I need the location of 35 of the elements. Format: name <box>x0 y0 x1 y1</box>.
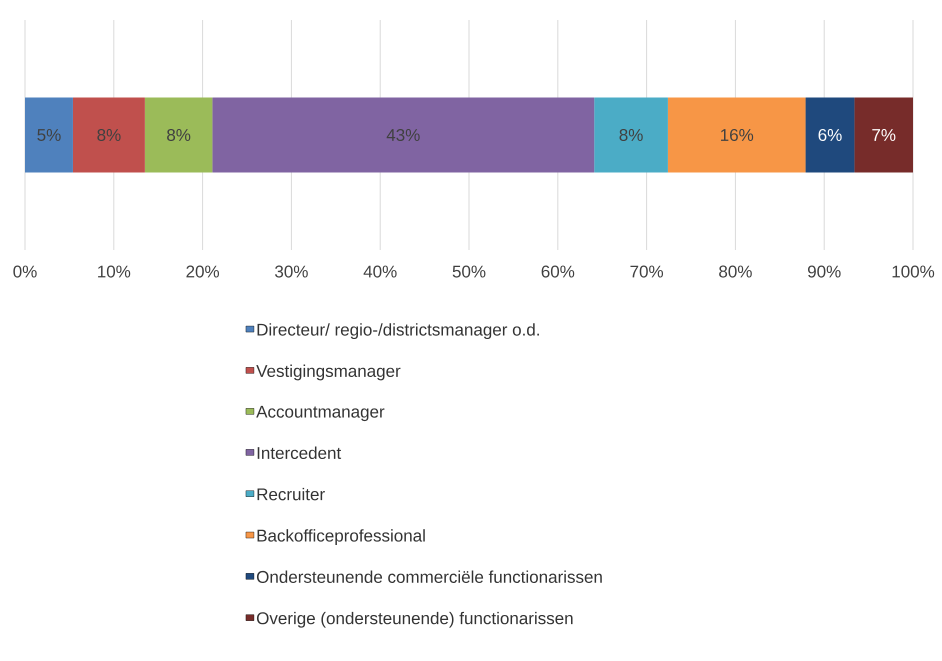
legend-label: Directeur/ regio-/districtsmanager o.d. <box>258 323 539 340</box>
data-label: 8% <box>97 128 121 142</box>
x-tick-label: 40% <box>364 266 397 278</box>
x-tick-label: 60% <box>542 266 574 278</box>
data-label: 6% <box>818 128 842 142</box>
x-tick-label: 70% <box>630 266 664 278</box>
data-label: 8% <box>167 128 190 142</box>
data-label: 43% <box>386 128 420 142</box>
bar <box>594 97 668 173</box>
x-tick-label: 100% <box>892 266 934 278</box>
x-tick-label: 20% <box>186 266 219 278</box>
data-label: 7% <box>872 129 896 141</box>
legend-label: Ondersteunende commerciële functionarissen <box>256 570 602 583</box>
legend-label: Recruiter <box>258 488 325 500</box>
bar <box>25 97 73 173</box>
bar <box>806 97 854 173</box>
x-tick-label: 0% <box>13 266 37 278</box>
x-tick-label: 30% <box>275 266 308 278</box>
legend-label: Intercedent <box>258 446 342 460</box>
data-label: 5% <box>37 129 61 141</box>
x-tick-label: 10% <box>98 266 130 278</box>
legend-label: Accountmanager <box>256 406 384 422</box>
legend-label: Backofficeprofessional <box>258 529 425 546</box>
x-tick-label: 50% <box>452 266 486 278</box>
data-label: 8% <box>620 128 643 142</box>
data-label: 16% <box>721 128 754 142</box>
legend-label: Vestigingsmanager <box>256 364 400 380</box>
bar <box>72 97 145 173</box>
bar <box>854 97 914 173</box>
x-tick-label: 90% <box>808 266 841 278</box>
bar <box>212 97 594 173</box>
bar <box>144 97 212 173</box>
bar <box>668 97 806 173</box>
x-tick-label: 80% <box>719 266 752 278</box>
legend-label: Overige (ondersteunende) functionarissen <box>256 612 573 628</box>
